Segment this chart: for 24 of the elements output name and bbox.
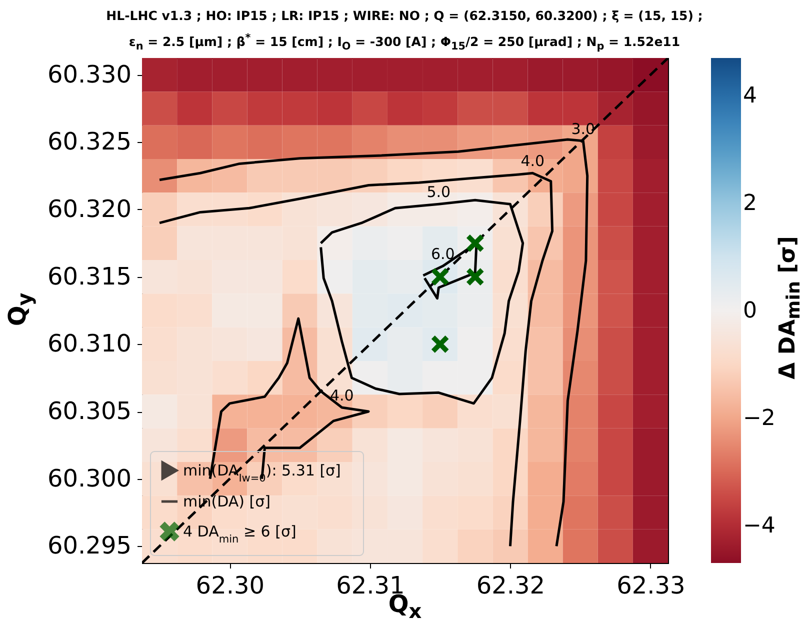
annotation: 5.0	[426, 183, 451, 202]
legend-label: 4 DA$_{min}$ ≥ 6 [σ]	[183, 522, 296, 546]
y-tick-label: 60.295	[48, 532, 132, 560]
legend-label: min(DA) [σ]	[183, 492, 271, 510]
y-tick-label: 60.320	[48, 195, 132, 223]
color-bar-label: 0	[743, 298, 757, 324]
color-bar-label: −4	[743, 513, 776, 538]
annotation: 6.0	[430, 245, 455, 264]
text: ε$_{n}$ = 2.5 [μm] ; β$^{*}$ = 15 [cm] ; I$_{O}$ = -300 [A] ; Φ$_{15}$/2 = 250 [μrad] ; N$_{p}$ = 1.52e11	[128, 32, 680, 53]
annotation: 4.0	[520, 152, 545, 170]
chart-title: HL-LHC v1.3 ; HO: IP15 ; LR: IP15 ; WIRE: NO ; Q = (62.3150, 60.3200) ; ξ = (15, 15) ;	[105, 8, 704, 23]
color-bar-label: 2	[743, 191, 757, 216]
y-tick-label: 60.305	[48, 397, 132, 425]
color-bar-label: 4	[743, 84, 757, 109]
y-tick-label: 60.300	[48, 464, 132, 492]
x-tick-label: 62.32	[476, 572, 546, 600]
y-tick-label: 60.325	[48, 128, 132, 156]
x-tick-label: 62.30	[196, 572, 265, 600]
annotation: 4.0	[330, 386, 354, 404]
y-tick-label: 60.315	[48, 262, 132, 290]
x-tick-label: 62.33	[616, 572, 686, 600]
y-tick-label: 60.330	[48, 60, 132, 88]
color-bar-label: −2	[743, 406, 776, 431]
y-tick-label: 60.310	[48, 330, 132, 358]
